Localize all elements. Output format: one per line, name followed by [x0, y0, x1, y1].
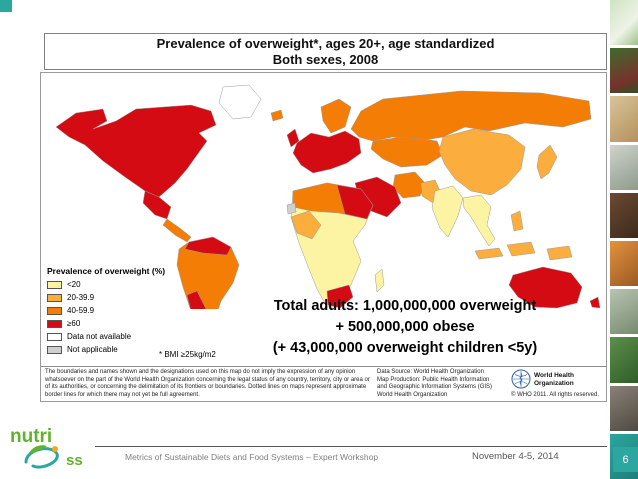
map-disclaimer: The boundaries and names shown and the d… [45, 369, 370, 398]
legend-swatch [47, 306, 62, 315]
map-region-philippines [510, 210, 524, 232]
overlay-line3: (+ 43,000,000 overweight children <5y) [272, 340, 538, 356]
map-footer: The boundaries and names shown and the d… [41, 366, 606, 402]
nutri-logo: nutri ss [8, 426, 103, 476]
footer-divider [95, 446, 607, 447]
photo-thumbnail [610, 48, 638, 94]
map-region-madagascar [374, 268, 385, 293]
nutri-logo-text: nutri [10, 426, 53, 447]
map-region-venezuela-colombia [184, 236, 232, 256]
legend-item: Data not available [47, 332, 165, 341]
map-region-north-america [55, 104, 217, 198]
map-region-china [438, 128, 526, 196]
map-region-scandinavia [320, 98, 352, 134]
legend-label: <20 [67, 280, 81, 289]
map-region-indonesia [474, 241, 536, 260]
photo-thumbnail [610, 144, 638, 190]
who-copyright: © WHO 2011. All rights reserved. [511, 392, 600, 398]
map-region-libya-egypt [336, 184, 374, 220]
legend-label: ≥60 [67, 319, 81, 328]
map-region-southeast-asia [462, 194, 496, 247]
photo-thumbnail [610, 192, 638, 239]
map-region-europe [292, 130, 362, 174]
legend-title: Prevalence of overweight (%) [47, 266, 166, 276]
legend-swatch [47, 345, 62, 354]
bmi-note: * BMI ≥25kg/m2 [159, 350, 216, 359]
nutri-logo-text2: ss [66, 452, 83, 469]
map-figure: Prevalence of overweight (%) <20 20-39.9 4… [40, 72, 607, 402]
legend-label: 40-59.9 [67, 306, 95, 315]
legend-item: <20 [47, 280, 165, 289]
legend-swatch [47, 293, 62, 302]
photo-thumbnail [610, 337, 638, 383]
map-data-source: Data Source: World Health Organization M… [377, 369, 493, 398]
map-region-papua-new-guinea [546, 245, 573, 261]
legend-item: 40-59.9 [47, 306, 165, 315]
photo-thumbnail [610, 96, 638, 142]
map-region-new-zealand [589, 296, 601, 309]
map-region-central-asia [370, 136, 444, 168]
legend-swatch [47, 319, 62, 328]
map-region-west-africa [290, 210, 322, 240]
figure-title-line2: Both sexes, 2008 [272, 51, 379, 67]
map-region-south-africa [326, 284, 354, 309]
world-map [55, 84, 601, 309]
figure-title: Prevalence of overweight*, ages 20+, age… [44, 33, 607, 70]
map-region-western-sahara [286, 202, 297, 215]
map-region-australia [508, 266, 583, 309]
legend-item: 20-39.9 [47, 293, 165, 302]
map-legend: Prevalence of overweight (%) <20 20-39.9 4… [47, 266, 165, 358]
legend-label: 20-39.9 [67, 293, 95, 302]
photo-strip [610, 0, 638, 479]
map-region-south-america [176, 236, 240, 309]
map-region-india [431, 185, 464, 238]
overlay-line2: + 500,000,000 obese [335, 319, 475, 335]
map-region-argentina-chile [186, 290, 207, 309]
map-region-uk [286, 128, 300, 148]
legend-label: Data not available [67, 332, 132, 341]
photo-thumbnail [610, 289, 638, 335]
legend-label: Not applicable [67, 345, 118, 354]
legend-item: ≥60 [47, 319, 165, 328]
legend-item: Not applicable [47, 345, 165, 354]
map-region-russia [350, 90, 592, 142]
legend-swatch [47, 332, 62, 341]
workshop-title: Metrics of Sustainable Diets and Food Sy… [125, 452, 379, 462]
photo-thumbnail [610, 241, 638, 287]
map-region-japan [536, 144, 558, 180]
legend-swatch [47, 280, 62, 289]
map-region-greenland [218, 84, 262, 120]
corner-accent [0, 0, 12, 12]
legend-items: <20 20-39.9 40-59.9 ≥60 Data not available No… [47, 280, 165, 354]
photo-thumbnail [610, 0, 638, 46]
figure-title-line1: Prevalence of overweight*, ages 20+, age… [156, 35, 495, 51]
slide-date: November 4-5, 2014 [472, 451, 559, 462]
who-logo-label: World Health Organization [534, 372, 574, 387]
page-number: 6 [613, 447, 638, 472]
overlay-line1: Total adults: 1,000,000,000 overweight [273, 298, 537, 314]
map-region-central-america [162, 218, 192, 243]
map-region-iceland [270, 109, 284, 122]
nutri-logo-swoosh-icon [24, 445, 59, 469]
who-logo-icon [511, 369, 531, 389]
overlay-statistics: Total adults: 1,000,000,000 overweight +… [210, 296, 600, 359]
photo-thumbnail [610, 385, 638, 431]
